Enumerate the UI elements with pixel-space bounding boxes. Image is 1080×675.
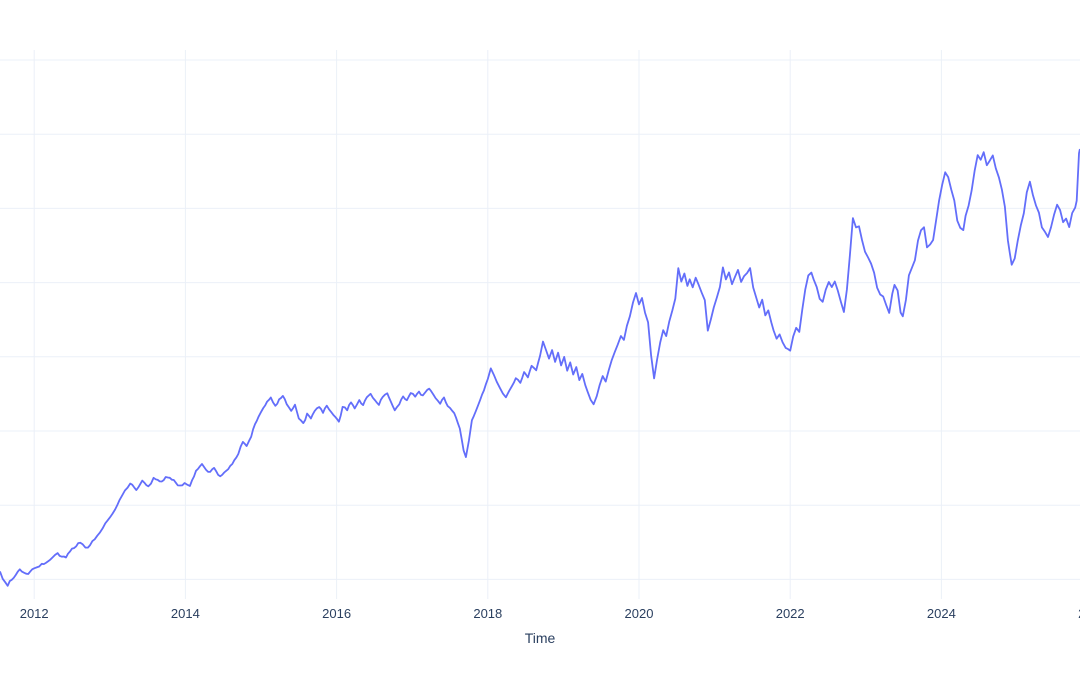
x-tick-label-2020: 2020 — [624, 606, 654, 621]
x-tick-label-2012: 2012 — [19, 606, 49, 621]
x-tick-label-2026: 2026 — [1078, 606, 1080, 621]
x-tick-label-2024: 2024 — [926, 606, 956, 621]
price-line-series — [0, 148, 1080, 587]
x-tick-label-2022: 2022 — [775, 606, 805, 621]
x-axis-title: Time — [524, 630, 556, 646]
x-tick-label-2016: 2016 — [322, 606, 352, 621]
x-tick-label-2014: 2014 — [170, 606, 200, 621]
gridlines — [0, 50, 1080, 599]
x-tick-label-2018: 2018 — [473, 606, 503, 621]
